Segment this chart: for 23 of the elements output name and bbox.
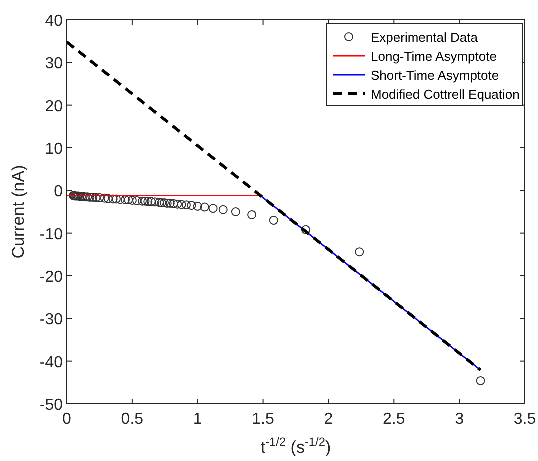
x-tick-label: 1.5 (252, 411, 275, 428)
y-tick-label: 30 (45, 56, 64, 73)
y-tick-label: -30 (40, 312, 64, 329)
y-tick-label: -20 (40, 269, 64, 286)
x-tick-label: 0.5 (121, 411, 144, 428)
y-tick-label: -40 (40, 354, 64, 372)
x-tick-label: 3 (455, 411, 464, 428)
legend-label: Long-Time Asymptote (371, 49, 497, 64)
y-tick-label: 40 (45, 13, 64, 30)
y-tick-label: -50 (40, 397, 64, 414)
legend-label: Short-Time Asymptote (371, 68, 500, 83)
y-tick-label: 0 (54, 184, 64, 201)
x-axis-title: t$^{-1/2}$ (s$^{-1/2}$) (260, 435, 332, 457)
x-tick-label: 3.5 (514, 411, 536, 428)
legend-label: Modified Cottrell Equation (371, 87, 520, 102)
y-tick-label: -10 (40, 226, 64, 244)
y-tick-label: 20 (45, 98, 64, 116)
x-tick-label: 2 (324, 411, 334, 428)
x-tick-label: 1 (193, 411, 202, 428)
y-tick-label: 10 (45, 141, 64, 158)
y-axis-title: Current (nA) (9, 165, 28, 259)
x-tick-label: 2.5 (383, 411, 406, 428)
legend-label: Experimental Data (371, 30, 479, 45)
